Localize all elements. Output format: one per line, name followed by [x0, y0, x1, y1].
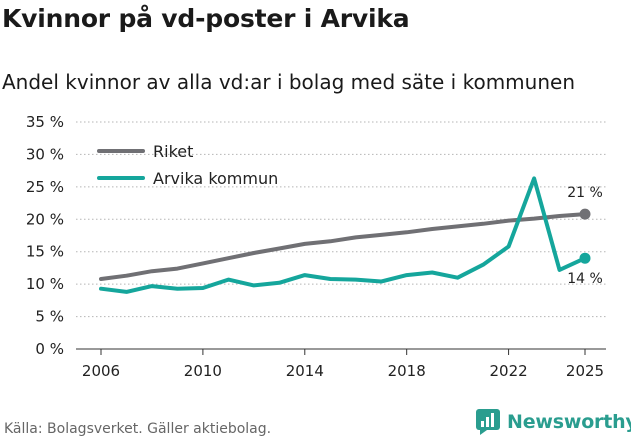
x-tick-label: 2010	[184, 362, 222, 380]
line-chart: 0 %5 %10 %15 %20 %25 %30 %35 % 2006 2010 2…	[26, 113, 606, 380]
series-line-0	[99, 212, 587, 281]
y-tick-label: 5 %	[35, 308, 64, 326]
source-note: Källa: Bolagsverket. Gäller aktiebolag.	[4, 421, 272, 437]
series-end-point-1	[579, 252, 591, 264]
gridlines	[76, 121, 606, 350]
x-tick-label: 2018	[388, 362, 426, 380]
series-end-label-1: 14 %	[567, 271, 603, 287]
newsworthy-logo-icon	[476, 409, 500, 435]
x-axis-ticks: 2006 2010 2014 2018 2022 2025	[82, 349, 604, 380]
x-tick-label: 2025	[566, 362, 604, 380]
brand-name: Newsworthy	[507, 411, 631, 433]
y-tick-label: 10 %	[26, 275, 64, 293]
x-tick-label: 2014	[286, 362, 324, 380]
y-tick-label: 25 %	[26, 178, 64, 196]
series-lines: 21 % 14 %	[99, 176, 603, 294]
y-tick-label: 20 %	[26, 210, 64, 228]
legend: Riket Arvika kommun	[97, 142, 278, 188]
series-end-point-0	[579, 208, 591, 220]
y-tick-label: 15 %	[26, 243, 64, 261]
y-tick-label: 35 %	[26, 113, 64, 131]
y-tick-label: 30 %	[26, 145, 64, 163]
x-tick-label: 2006	[82, 362, 120, 380]
series-end-label-0: 21 %	[567, 185, 603, 201]
brand-logo: Newsworthy	[476, 408, 631, 436]
chart-title: Kvinnor på vd-poster i Arvika	[2, 4, 410, 33]
y-axis-ticks: 0 % 5 % 10 % 15 % 20 % 25 % 30 % 35 %	[26, 113, 64, 358]
legend-label-0: Riket	[153, 142, 193, 161]
x-tick-label: 2022	[489, 362, 527, 380]
y-tick-label: 0 %	[35, 340, 64, 358]
chart-subtitle: Andel kvinnor av alla vd:ar i bolag med …	[2, 70, 575, 94]
series-line-1	[99, 176, 587, 294]
legend-label-1: Arvika kommun	[153, 169, 278, 188]
